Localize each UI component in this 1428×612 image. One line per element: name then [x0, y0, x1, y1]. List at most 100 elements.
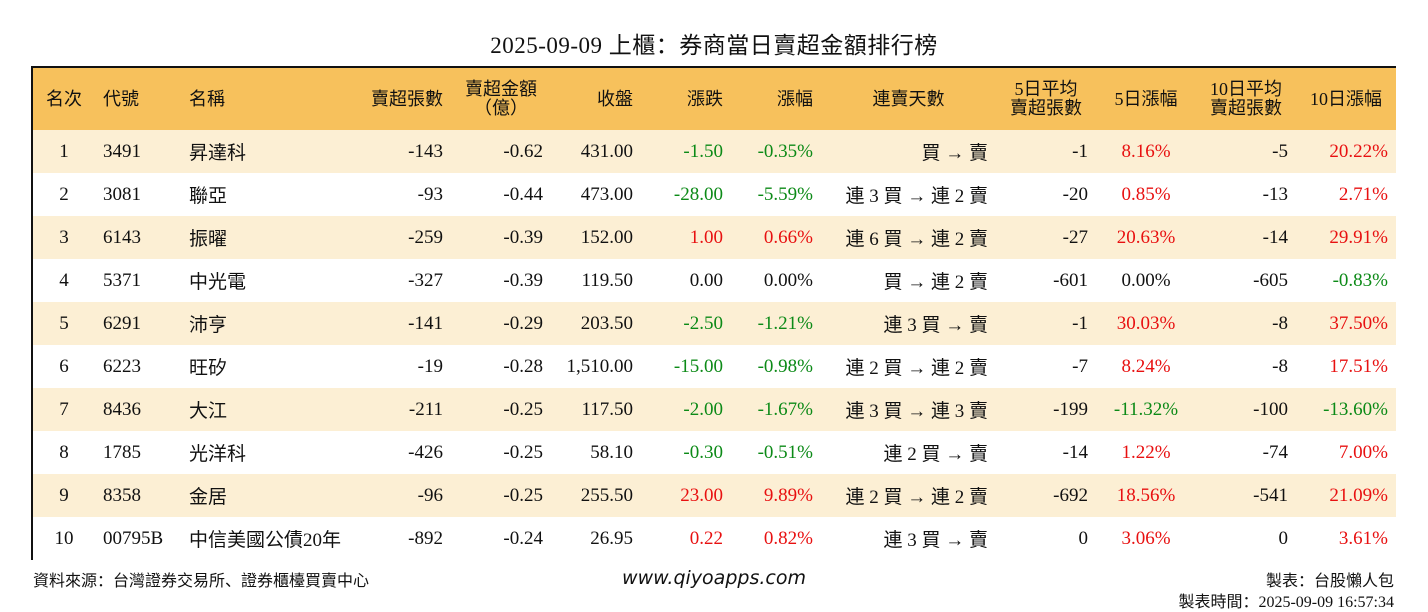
sell-amount-cell: -0.28: [503, 355, 543, 377]
col-avg10-header-line2: 賣超張數: [1210, 98, 1282, 118]
code-cell: 1785: [103, 441, 141, 463]
code-cell: 6291: [103, 312, 141, 334]
col-close-header: 收盤: [597, 88, 633, 109]
close-cell: 473.00: [580, 183, 633, 205]
avg5-cell: -199: [1053, 398, 1088, 420]
table-row: 9 8358 金居 -96 -0.25 255.50 23.00 9.89% 連 2 買 → 連…: [33, 474, 1396, 517]
rank-cell: 9: [59, 484, 69, 506]
pct-cell: -1.67%: [757, 398, 813, 420]
streak-cell: 買 → 連 2 賣: [883, 272, 988, 293]
col-change-header: 漲跌: [687, 88, 723, 109]
change-cell: -0.30: [683, 441, 723, 463]
avg10-cell: 0: [1278, 527, 1289, 549]
pct10-cell: 29.91%: [1329, 226, 1388, 248]
close-cell: 26.95: [590, 527, 633, 549]
pct5-cell: 8.16%: [1121, 140, 1171, 162]
close-cell: 203.50: [580, 312, 633, 334]
pct-cell: -5.59%: [757, 183, 813, 205]
pct10-cell: -0.83%: [1332, 269, 1388, 291]
col-avg5-header: 5日平均 賣超張數: [996, 68, 1096, 130]
pct5-cell: 20.63%: [1116, 226, 1176, 248]
code-cell: 6143: [103, 226, 141, 248]
name-cell: 中信美國公債20年: [189, 530, 342, 551]
pct-cell: -0.35%: [757, 140, 813, 162]
avg5-cell: -20: [1062, 183, 1088, 205]
sell-amount-cell: -0.62: [503, 140, 543, 162]
pct10-cell: 7.00%: [1338, 441, 1388, 463]
rank-cell: 7: [59, 398, 69, 420]
pct-cell: -0.51%: [757, 441, 813, 463]
sell-lots-cell: -93: [417, 183, 443, 205]
pct-cell: 0.82%: [763, 527, 813, 549]
avg5-cell: -692: [1053, 484, 1088, 506]
rank-cell: 4: [59, 269, 69, 291]
avg5-cell: -601: [1053, 269, 1088, 291]
avg10-cell: -8: [1272, 312, 1288, 334]
rank-cell: 8: [59, 441, 69, 463]
name-cell: 振曜: [189, 229, 228, 250]
close-cell: 58.10: [590, 441, 633, 463]
code-cell: 3081: [103, 183, 141, 205]
ranking-table-container: 名次 代號 名稱 賣超張數 賣超金額 （億） 收盤 漲跌 漲幅 連賣天數 5日平…: [31, 66, 1396, 560]
rank-cell: 5: [59, 312, 69, 334]
streak-cell: 連 2 買 → 連 2 賣: [845, 487, 988, 508]
pct10-cell: -13.60%: [1323, 398, 1388, 420]
data-source: 資料來源：台灣證券交易所、證券櫃檯買賣中心: [33, 573, 370, 590]
sell-lots-cell: -19: [417, 355, 443, 377]
pct10-cell: 20.22%: [1329, 140, 1388, 162]
avg5-cell: -7: [1072, 355, 1088, 377]
code-cell: 8358: [103, 484, 141, 506]
sell-amount-cell: -0.25: [503, 484, 543, 506]
change-cell: -2.50: [683, 312, 723, 334]
pct10-cell: 2.71%: [1338, 183, 1388, 205]
avg10-cell: -605: [1253, 269, 1288, 291]
pct5-cell: -11.32%: [1113, 398, 1179, 420]
close-cell: 119.50: [581, 269, 633, 291]
col-sell-amount-header: 賣超金額 （億）: [451, 68, 551, 130]
rank-cell: 1: [59, 140, 69, 162]
rank-cell: 10: [54, 527, 74, 549]
col-pct-header: 漲幅: [777, 88, 813, 109]
pct5-cell: 0.00%: [1121, 269, 1171, 291]
col-avg5-header-line2: 賣超張數: [1010, 98, 1082, 118]
streak-cell: 連 2 買 → 連 2 賣: [845, 358, 988, 379]
sell-lots-cell: -259: [408, 226, 443, 248]
sell-amount-cell: -0.25: [503, 398, 543, 420]
name-cell: 聯亞: [189, 186, 228, 207]
sell-amount-cell: -0.44: [503, 183, 543, 205]
avg5-cell: -1: [1072, 312, 1088, 334]
col-pct5-header: 5日漲幅: [1114, 88, 1178, 109]
name-cell: 沛亨: [189, 315, 228, 336]
sell-lots-cell: -892: [408, 527, 443, 549]
streak-cell: 買 → 賣: [921, 143, 988, 164]
change-cell: -1.50: [683, 140, 723, 162]
col-name-header: 名稱: [189, 88, 225, 109]
pct-cell: 9.89%: [763, 484, 813, 506]
sell-lots-cell: -96: [417, 484, 443, 506]
table-row: 3 6143 振曜 -259 -0.39 152.00 1.00 0.66% 連 6 買 → 連…: [33, 216, 1396, 259]
close-cell: 117.50: [581, 398, 633, 420]
sell-amount-cell: -0.39: [503, 269, 543, 291]
change-cell: -2.00: [683, 398, 723, 420]
streak-cell: 連 3 買 → 賣: [883, 315, 988, 336]
sell-lots-cell: -327: [408, 269, 443, 291]
sell-lots-cell: -141: [408, 312, 443, 334]
pct-cell: -1.21%: [757, 312, 813, 334]
close-cell: 1,510.00: [566, 355, 634, 377]
sell-amount-cell: -0.25: [503, 441, 543, 463]
sell-amount-cell: -0.29: [503, 312, 543, 334]
name-cell: 光洋科: [189, 444, 247, 465]
generated-timestamp: 製表時間：2025-09-09 16:57:34: [1178, 594, 1394, 611]
name-cell: 大江: [189, 401, 228, 422]
close-cell: 431.00: [580, 140, 633, 162]
website-link[interactable]: www.qiyoapps.com: [622, 567, 806, 589]
avg10-cell: -8: [1272, 355, 1288, 377]
pct5-cell: 18.56%: [1116, 484, 1176, 506]
page-title: 2025-09-09 上櫃：券商當日賣超金額排行榜: [490, 33, 938, 58]
pct-cell: -0.98%: [757, 355, 813, 377]
name-cell: 昇達科: [189, 143, 247, 164]
table-row: 1 3491 昇達科 -143 -0.62 431.00 -1.50 -0.35% 買 → 賣 -…: [33, 130, 1396, 173]
table-row: 7 8436 大江 -211 -0.25 117.50 -2.00 -1.67% 連 3 買 →…: [33, 388, 1396, 431]
rank-cell: 2: [59, 183, 69, 205]
sell-amount-cell: -0.39: [503, 226, 543, 248]
